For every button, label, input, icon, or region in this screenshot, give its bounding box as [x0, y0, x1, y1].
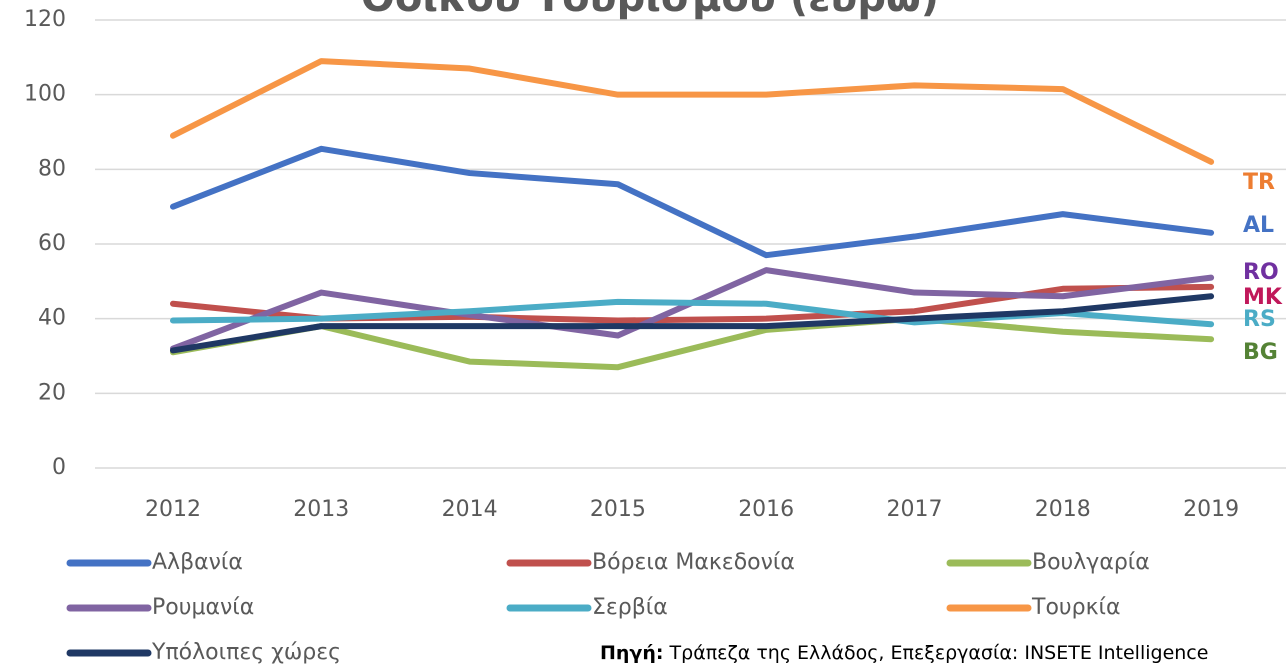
- x-tick-label: 2012: [145, 497, 201, 522]
- series-annotation: RS: [1243, 307, 1276, 332]
- source-note: Πηγή: Τράπεζα της Ελλάδος, Επεξεργασία: …: [600, 642, 1208, 664]
- series-line: [170, 145, 1215, 259]
- legend-label: Υπόλοιπες χώρες: [151, 640, 341, 665]
- series-annotation: BG: [1243, 340, 1278, 365]
- x-tick-label: 2016: [738, 497, 794, 522]
- x-tick-label: 2013: [293, 497, 349, 522]
- series-annotation: AL: [1243, 213, 1274, 238]
- y-tick-label: 100: [24, 82, 66, 107]
- y-tick-label: 40: [38, 306, 66, 331]
- series-line: [170, 58, 1215, 165]
- chart-title: Οδικού Τουρισμού (ευρώ): [361, 0, 939, 21]
- x-tick-label: 2014: [442, 497, 498, 522]
- source-label: Πηγή:: [600, 642, 664, 664]
- y-tick-label: 60: [38, 231, 66, 256]
- y-tick-label: 20: [38, 380, 66, 405]
- legend-label: Σερβία: [592, 595, 668, 620]
- series-line: [170, 293, 1215, 354]
- legend-label: Αλβανία: [152, 550, 243, 575]
- series-annotation: MK: [1243, 285, 1283, 310]
- x-tick-label: 2019: [1183, 497, 1239, 522]
- series-line: [170, 315, 1215, 371]
- y-tick-label: 80: [38, 156, 66, 181]
- legend-label: Τουρκία: [1031, 595, 1121, 620]
- x-tick-label: 2018: [1035, 497, 1091, 522]
- y-tick-label: 0: [52, 455, 66, 480]
- series-annotation: TR: [1243, 170, 1275, 195]
- series-annotation: RO: [1243, 260, 1279, 285]
- legend-label: Ρουμανία: [152, 595, 254, 620]
- legend-label: Βουλγαρία: [1032, 550, 1150, 575]
- source-text: Τράπεζα της Ελλάδος, Επεξεργασία: INSETE…: [669, 642, 1209, 664]
- y-tick-label: 120: [24, 7, 66, 32]
- x-tick-label: 2015: [590, 497, 646, 522]
- x-tick-label: 2017: [887, 497, 943, 522]
- legend-label: Βόρεια Μακεδονία: [592, 550, 795, 575]
